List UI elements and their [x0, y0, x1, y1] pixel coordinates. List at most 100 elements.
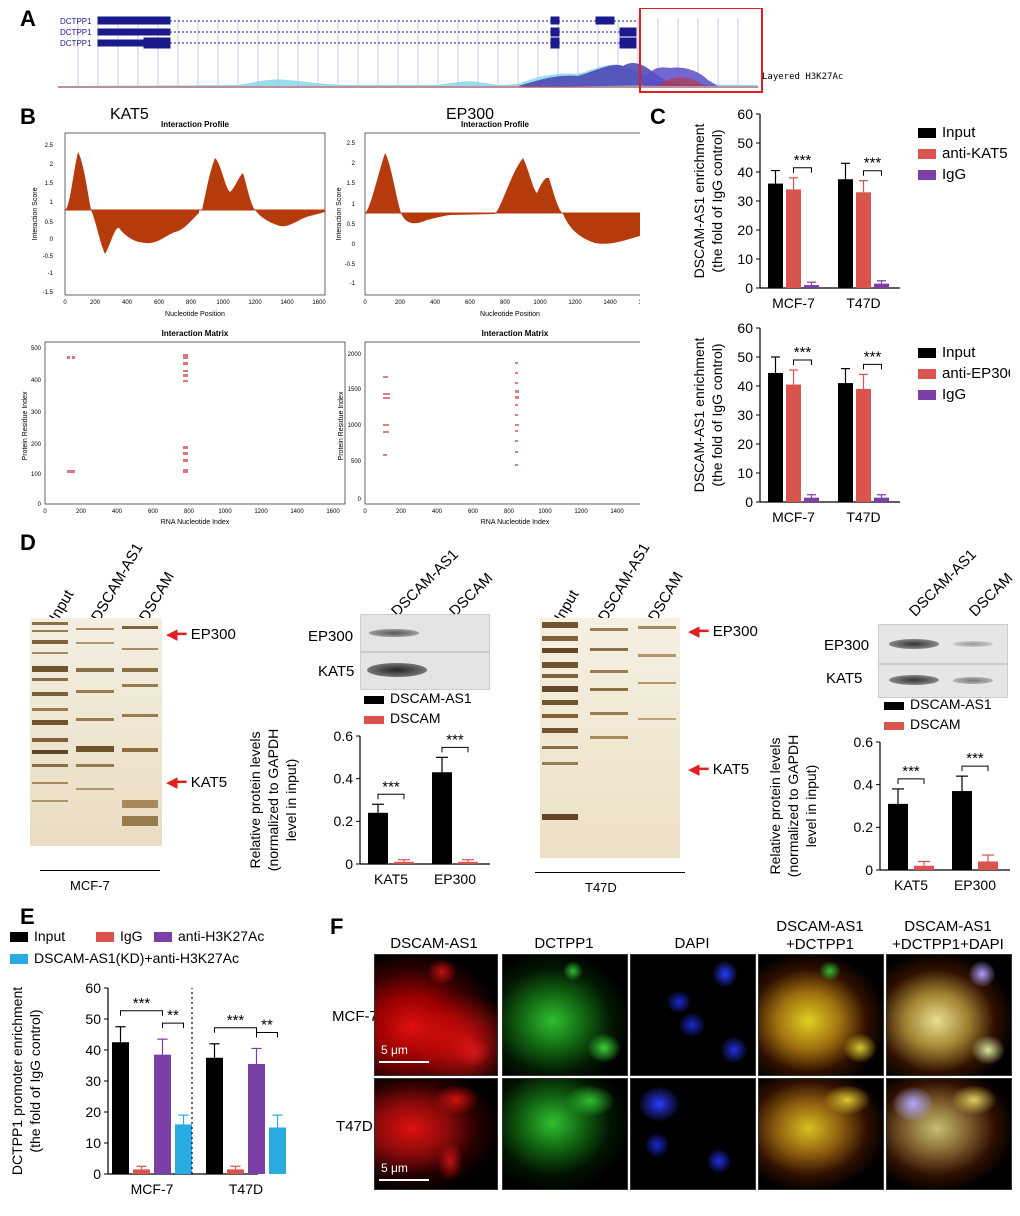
legend-label: DSCAM	[910, 716, 961, 732]
ep300-interaction-profile: Interaction Profile -1-0.500.5 11.522.5 …	[336, 120, 640, 318]
bar-input-mcf-7	[768, 183, 783, 288]
y-tick-label: 0.4	[854, 777, 874, 793]
mcf7-silver-stain-gel	[30, 618, 162, 846]
chart-d-t47d: 0 0.2 0.4 0.6 KAT5 *** EP300 *** Relative protei…	[768, 696, 1010, 893]
legend-label: IgG	[942, 386, 966, 403]
ep300-ylabel: Interaction Score	[336, 187, 343, 240]
t47d-lane-dscam: DSCAM	[645, 569, 687, 625]
svg-text:-0.5: -0.5	[345, 262, 356, 268]
svg-text:1200: 1200	[254, 509, 268, 515]
significance-bracket	[961, 765, 989, 772]
highlight-box	[639, 7, 763, 93]
y-tick-label: 10	[737, 465, 753, 481]
panel-label-d: D	[20, 530, 36, 555]
legend-label: DSCAM-AS1	[390, 690, 472, 706]
x-tick-label: T47D	[229, 1181, 263, 1197]
legend-swatch	[884, 722, 904, 730]
x-tick-label: MCF-7	[772, 509, 815, 522]
mcf7-gel-underline	[40, 870, 160, 871]
bar-dscam-as1-ep300	[432, 772, 452, 864]
svg-text:-0.5: -0.5	[43, 254, 54, 260]
f-col-merge: DSCAM-AS1 +DCTPP1	[776, 918, 864, 953]
svg-text:200: 200	[76, 509, 87, 515]
svg-text:1: 1	[352, 202, 356, 208]
bar-dscam-ep300	[978, 861, 998, 870]
mcf7-wb-ep300-blot	[360, 614, 490, 652]
significance-label: ***	[864, 155, 882, 172]
svg-text:400: 400	[31, 378, 42, 384]
mcf7-wb-kat5-blot	[360, 652, 490, 690]
bar-igg-mcf-7	[133, 1169, 150, 1174]
legend-label: Input	[942, 124, 976, 141]
significance-label: ***	[446, 731, 464, 748]
arrow-left-icon: ◀━	[166, 626, 187, 643]
y-tick-label: 50	[737, 349, 753, 365]
t47d-arrow-ep300: ◀━ EP300	[688, 623, 758, 640]
bar-input-t47d	[838, 383, 853, 502]
f-mcf7-dapi-image	[630, 954, 756, 1076]
y-tick-label: 20	[85, 1104, 101, 1120]
y-tick-label: 30	[737, 407, 753, 423]
y-axis-label: Relative protein levels	[248, 732, 263, 869]
t47d-gel-cell-label: T47D	[585, 880, 617, 895]
y-tick-label: 0	[865, 862, 873, 878]
significance-label: ***	[902, 763, 920, 780]
svg-text:300: 300	[31, 410, 42, 416]
svg-text:2.5: 2.5	[45, 143, 54, 149]
svg-text:600: 600	[465, 300, 476, 306]
significance-label: ***	[966, 750, 984, 767]
svg-text:800: 800	[504, 509, 515, 515]
significance-label: ***	[794, 152, 812, 169]
svg-text:-1: -1	[350, 281, 356, 287]
scale-bar-label: 5 μm	[381, 1043, 408, 1057]
legend-swatch	[918, 149, 936, 159]
f-row-mcf7: MCF-7	[332, 1008, 378, 1025]
x-tick-label: EP300	[954, 877, 996, 893]
significance-label: ***	[133, 995, 151, 1012]
bar-anti-kat5-mcf-7	[786, 189, 801, 288]
svg-text:1200: 1200	[248, 300, 262, 306]
bar-dscam-kat5	[394, 861, 414, 864]
ep300-xlabel: Nucleotide Position	[480, 311, 540, 318]
legend-label: anti-KAT5	[942, 145, 1008, 162]
panel-label-f: F	[330, 914, 344, 939]
t47d-wb-ep300-blot	[878, 624, 1008, 664]
y-axis-label: level in input)	[803, 765, 819, 848]
y-tick-label: 0	[93, 1166, 101, 1182]
significance-label: ***	[227, 1012, 245, 1029]
svg-text:800: 800	[500, 300, 511, 306]
f-t47d-merge-image	[758, 1078, 884, 1190]
y-tick-label: 0	[745, 280, 753, 296]
arrow-left-icon: ◀━	[688, 761, 709, 778]
svg-text:600: 600	[148, 509, 159, 515]
significance-bracket	[256, 1031, 278, 1038]
bar-dscam-as1-ep300	[952, 791, 972, 870]
svg-text:0: 0	[358, 497, 362, 503]
kat5-xlabel: Nucleotide Position	[165, 311, 225, 318]
legend-label: Input	[34, 928, 65, 944]
track-label-1: DCTPP1	[60, 17, 92, 26]
significance-bracket	[863, 363, 882, 370]
svg-text:0: 0	[43, 509, 47, 515]
chart-c-top: 0 10 20 30 40 50 60 MCF-7 *** T47D *** DSCAM-AS1 en…	[691, 108, 1008, 308]
y-axis-label: Relative protein levels	[768, 738, 783, 875]
kat5-title: KAT5	[110, 106, 149, 123]
t47d-wb-lane-dscam: DSCAM	[966, 569, 1017, 621]
bar-igg-t47d	[227, 1169, 244, 1174]
f-t47d-merge-dapi-image	[886, 1078, 1012, 1190]
f-col-dctpp1: DCTPP1	[534, 935, 594, 952]
svg-text:2: 2	[50, 162, 54, 168]
svg-text:800: 800	[186, 300, 197, 306]
mcf7-gel-lane-labels: Input DSCAM-AS1 DSCAM	[30, 540, 190, 624]
svg-text:2000: 2000	[348, 352, 362, 358]
svg-text:400: 400	[122, 300, 133, 306]
x-tick-label: T47D	[846, 509, 880, 522]
svg-text:200: 200	[31, 442, 42, 448]
mcf7-arrow-ep300: ◀━ EP300	[166, 626, 236, 643]
bar-anti-ep300-t47d	[856, 388, 871, 502]
panel-label-e: E	[20, 904, 35, 929]
y-axis-label: (normalized to GAPDH	[785, 735, 801, 877]
y-tick-label: 0.6	[334, 728, 354, 744]
mcf7-wb-row-kat5: KAT5	[318, 663, 355, 680]
